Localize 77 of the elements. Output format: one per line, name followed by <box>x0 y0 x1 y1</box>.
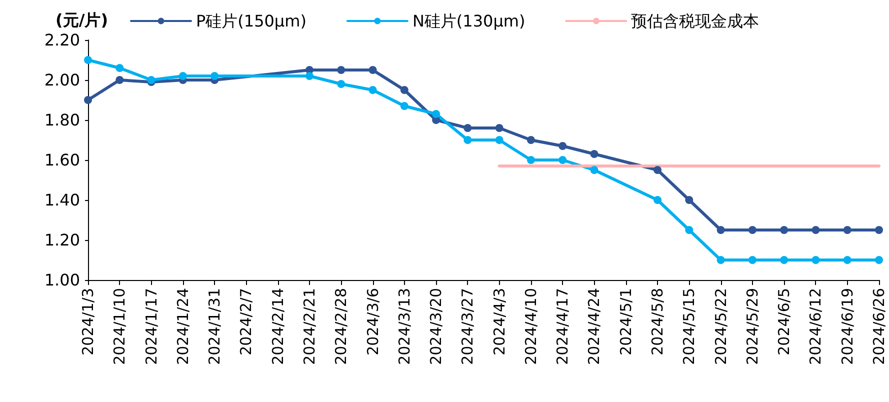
x-tick-label: 2024/3/27 <box>458 288 477 365</box>
x-tick-label: 2024/4/24 <box>585 288 604 365</box>
x-tick-label: 2024/5/15 <box>680 288 698 365</box>
point <box>305 72 314 80</box>
y-tick-label: 1.60 <box>44 150 80 170</box>
point <box>685 226 694 234</box>
x-tick-label: 2024/5/1 <box>616 288 635 356</box>
point <box>84 96 92 104</box>
point <box>685 196 694 204</box>
point <box>464 124 472 132</box>
x-tick-label: 2024/1/31 <box>206 288 224 365</box>
point <box>495 136 504 144</box>
x-tick-label: 2024/2/21 <box>300 288 318 365</box>
y-axis-title: (元/片) <box>56 10 108 30</box>
point <box>843 256 852 264</box>
point <box>748 256 756 264</box>
point <box>178 72 187 80</box>
x-tick-label: 2024/1/24 <box>174 288 192 365</box>
point <box>368 86 377 94</box>
point <box>812 226 820 234</box>
point <box>526 156 535 164</box>
point <box>843 226 852 234</box>
x-tick-label: 2024/6/12 <box>806 288 825 365</box>
point <box>875 256 883 264</box>
point <box>368 66 377 74</box>
legend-label: N硅片(130μm) <box>412 12 526 30</box>
point <box>716 256 725 264</box>
x-tick-label: 2024/2/14 <box>268 288 287 365</box>
point <box>875 226 883 234</box>
point <box>400 86 408 94</box>
x-tick-label: 2024/6/26 <box>870 288 888 365</box>
x-tick-label: 2024/2/28 <box>332 288 350 365</box>
x-tick-label: 2024/6/19 <box>838 288 856 365</box>
x-tick-label: 2024/6/5 <box>775 288 794 356</box>
point <box>116 76 124 84</box>
y-tick-label: 1.40 <box>44 190 80 210</box>
point <box>337 66 346 74</box>
x-tick-label: 2024/4/10 <box>522 288 540 365</box>
legend-label: P硅片(150μm) <box>196 12 306 30</box>
legend-label: 预估含税现金成本 <box>631 12 760 30</box>
x-tick-label: 2024/5/29 <box>743 288 762 365</box>
point <box>400 102 408 110</box>
point <box>780 226 788 234</box>
x-tick-label: 2024/3/20 <box>427 288 446 365</box>
x-tick-label: 2024/5/8 <box>648 288 667 356</box>
point <box>210 72 219 80</box>
x-tick-label: 2024/1/3 <box>79 288 97 356</box>
point <box>780 256 788 264</box>
point <box>812 256 820 264</box>
point <box>495 124 504 132</box>
point <box>590 166 598 174</box>
y-tick-label: 1.00 <box>44 270 80 290</box>
y-tick-label: 1.80 <box>44 110 80 130</box>
point <box>558 142 567 150</box>
x-tick-label: 2024/4/17 <box>554 288 572 365</box>
y-tick-label: 1.20 <box>44 230 80 250</box>
x-tick-label: 2024/1/10 <box>110 288 129 365</box>
point <box>464 136 472 144</box>
y-tick-label: 2.00 <box>44 70 80 90</box>
x-tick-label: 2024/3/6 <box>364 288 382 356</box>
point <box>558 156 567 164</box>
x-tick-label: 2024/1/17 <box>142 288 160 365</box>
point <box>716 226 725 234</box>
point <box>526 136 535 144</box>
point <box>654 166 662 174</box>
x-tick-label: 2024/3/13 <box>395 288 414 365</box>
x-tick-label: 2024/2/7 <box>237 288 256 356</box>
point <box>590 150 598 158</box>
point <box>432 110 440 118</box>
y-tick-label: 2.20 <box>44 30 80 50</box>
point <box>337 80 346 88</box>
point <box>748 226 756 234</box>
x-tick-label: 2024/4/3 <box>490 288 508 356</box>
x-tick-label: 2024/5/22 <box>712 288 730 365</box>
point <box>116 64 124 72</box>
point <box>84 56 92 64</box>
point <box>654 196 662 204</box>
